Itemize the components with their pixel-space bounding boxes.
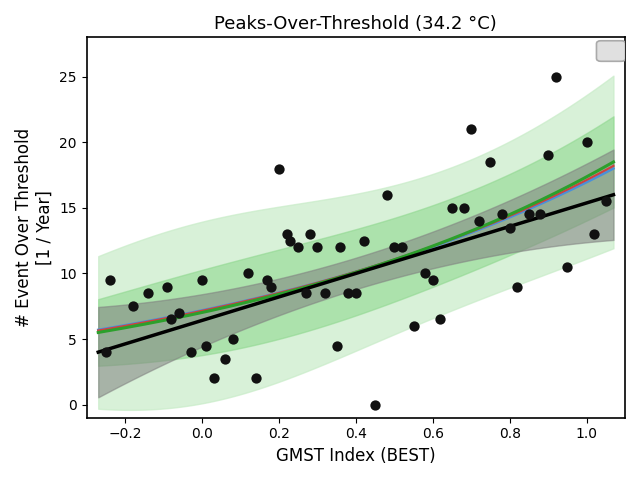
Point bbox=[447, 204, 457, 212]
Point bbox=[497, 211, 507, 218]
Point bbox=[543, 152, 553, 159]
Point bbox=[285, 237, 296, 244]
Point bbox=[274, 165, 284, 172]
Point bbox=[320, 289, 330, 297]
Point bbox=[163, 283, 173, 290]
Point bbox=[201, 342, 211, 349]
Point bbox=[420, 270, 430, 277]
Point bbox=[251, 374, 261, 382]
Point bbox=[209, 374, 219, 382]
Point bbox=[312, 243, 323, 251]
Point bbox=[293, 243, 303, 251]
Point bbox=[550, 73, 561, 81]
Point bbox=[370, 401, 380, 408]
Point bbox=[601, 197, 611, 205]
Point bbox=[435, 315, 445, 323]
Point bbox=[358, 237, 369, 244]
Title: Peaks-Over-Threshold (34.2 °C): Peaks-Over-Threshold (34.2 °C) bbox=[214, 15, 497, 33]
Point bbox=[197, 276, 207, 284]
Point bbox=[512, 283, 522, 290]
Point bbox=[562, 263, 572, 271]
Point bbox=[262, 276, 273, 284]
Point bbox=[228, 335, 238, 343]
Point bbox=[174, 309, 184, 317]
Point bbox=[408, 322, 419, 330]
Point bbox=[524, 211, 534, 218]
Point bbox=[105, 276, 115, 284]
Point bbox=[389, 243, 399, 251]
Point bbox=[305, 230, 315, 238]
Point bbox=[589, 230, 600, 238]
Point bbox=[381, 191, 392, 199]
Point bbox=[485, 158, 495, 166]
FancyBboxPatch shape bbox=[596, 41, 625, 61]
Point bbox=[128, 302, 138, 310]
Point bbox=[343, 289, 353, 297]
Point bbox=[101, 348, 111, 356]
Point bbox=[397, 243, 407, 251]
Point bbox=[166, 315, 177, 323]
Point bbox=[466, 125, 476, 133]
Point bbox=[266, 283, 276, 290]
Point bbox=[535, 211, 545, 218]
Point bbox=[332, 342, 342, 349]
Point bbox=[186, 348, 196, 356]
Point bbox=[301, 289, 311, 297]
Point bbox=[282, 230, 292, 238]
Point bbox=[428, 276, 438, 284]
Point bbox=[143, 289, 154, 297]
Point bbox=[335, 243, 346, 251]
Point bbox=[220, 355, 230, 362]
Point bbox=[243, 270, 253, 277]
Point bbox=[474, 217, 484, 225]
Point bbox=[458, 204, 468, 212]
X-axis label: GMST Index (BEST): GMST Index (BEST) bbox=[276, 447, 436, 465]
Point bbox=[504, 224, 515, 231]
Y-axis label: # Event Over Threshold
[1 / Year]: # Event Over Threshold [1 / Year] bbox=[15, 128, 54, 327]
Point bbox=[351, 289, 361, 297]
Point bbox=[581, 138, 591, 146]
